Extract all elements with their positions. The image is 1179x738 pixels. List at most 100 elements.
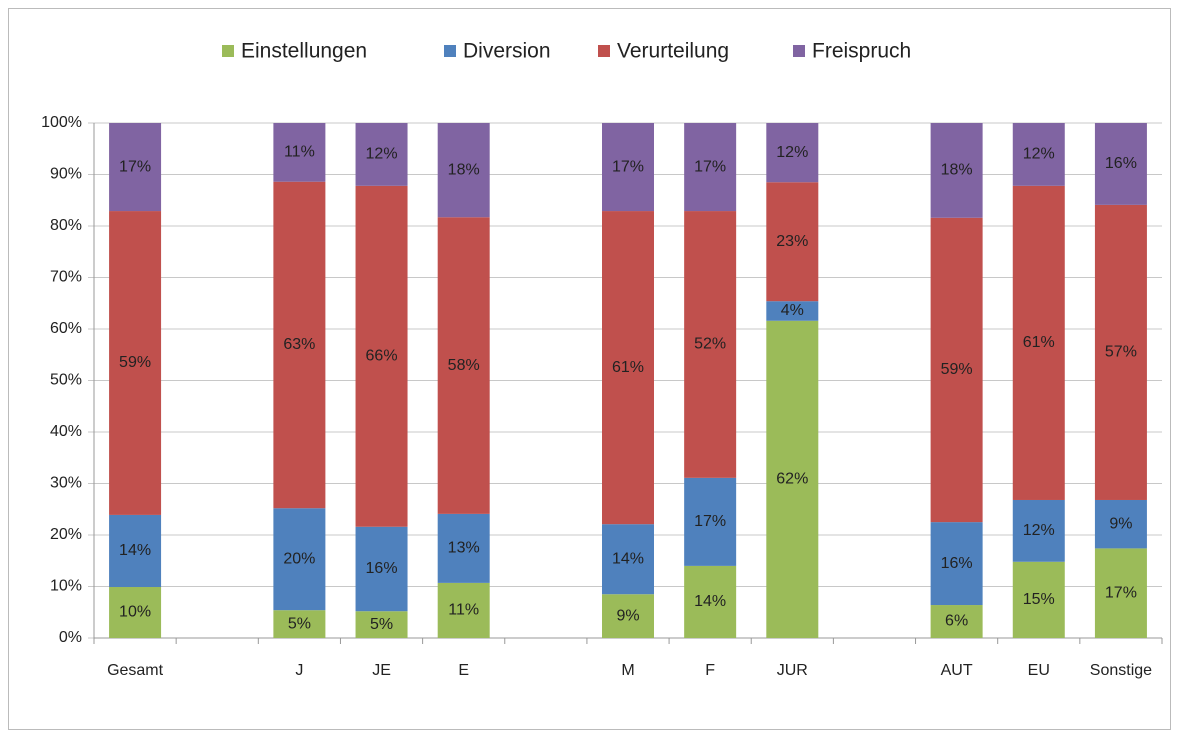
y-tick-label: 20% [50, 526, 82, 543]
bar-segment [109, 211, 162, 515]
data-label: 20% [283, 550, 315, 567]
bar-segment [437, 217, 490, 514]
x-tick-label: EU [1028, 662, 1050, 679]
bar-segment [1012, 123, 1065, 186]
bar-segment [1094, 123, 1147, 205]
bar-segment [1012, 561, 1065, 638]
legend-swatch [222, 45, 234, 57]
bar-segment [930, 605, 983, 638]
data-label: 15% [1023, 591, 1055, 608]
bar-segment [684, 211, 737, 478]
x-tick-label: JE [372, 662, 391, 679]
data-label: 61% [612, 359, 644, 376]
data-label: 16% [366, 560, 398, 577]
bar-segment [1012, 499, 1065, 562]
data-label: 14% [612, 550, 644, 567]
y-tick-label: 80% [50, 217, 82, 234]
legend-label: Einstellungen [241, 40, 367, 63]
data-label: 52% [694, 336, 726, 353]
data-label: 14% [694, 593, 726, 610]
bar-segment [273, 181, 326, 509]
y-tick-label: 90% [50, 166, 82, 183]
data-label: 6% [945, 613, 968, 630]
data-label: 12% [1023, 522, 1055, 539]
x-tick-label: M [621, 662, 634, 679]
y-tick-label: 0% [59, 629, 82, 646]
bar-segment [355, 611, 408, 638]
data-label: 58% [448, 357, 480, 374]
bar-segment [273, 508, 326, 611]
bar-segment [273, 123, 326, 182]
bar-segment [602, 211, 654, 525]
bar-segment [930, 123, 983, 218]
y-tick-label: 60% [50, 320, 82, 337]
bar-segment [766, 182, 819, 302]
legend-label: Diversion [463, 40, 551, 63]
data-label: 18% [941, 162, 973, 179]
data-label: 18% [448, 161, 480, 178]
data-label: 16% [941, 555, 973, 572]
bar-segment [273, 610, 326, 638]
bar-segment [355, 185, 408, 527]
data-label: 17% [694, 158, 726, 175]
bar-segment [1094, 499, 1147, 549]
data-label: 12% [1023, 146, 1055, 163]
x-tick-label: F [705, 662, 715, 679]
x-tick-label: J [295, 662, 303, 679]
legend-swatch [598, 45, 610, 57]
bar-segment [437, 582, 490, 638]
x-tick-label: JUR [777, 662, 808, 679]
y-tick-label: 50% [50, 372, 82, 389]
data-label: 66% [366, 348, 398, 365]
data-label: 10% [119, 604, 151, 621]
y-tick-label: 100% [41, 114, 82, 131]
data-label: 23% [776, 233, 808, 250]
bar-segment [602, 123, 654, 212]
data-label: 61% [1023, 334, 1055, 351]
data-label: 5% [288, 615, 311, 632]
bar-segment [109, 514, 162, 588]
data-label: 17% [694, 513, 726, 530]
data-label: 17% [612, 158, 644, 175]
y-tick-label: 10% [50, 578, 82, 595]
bar-segment [1094, 204, 1147, 500]
bar-segment [437, 513, 490, 583]
bar-segment [109, 587, 162, 638]
bar-segment [437, 123, 490, 218]
y-tick-label: 30% [50, 475, 82, 492]
y-tick-label: 40% [50, 423, 82, 440]
data-label: 57% [1105, 344, 1137, 361]
data-label: 9% [1109, 515, 1132, 532]
data-label: 11% [284, 144, 315, 161]
data-label: 17% [119, 158, 151, 175]
data-label: 59% [941, 361, 973, 378]
data-label: 11% [448, 602, 479, 619]
bar-segment [684, 477, 737, 566]
bar-segment [930, 217, 983, 523]
bar-segment [355, 526, 408, 612]
bar-segment [766, 123, 819, 183]
data-label: 12% [366, 146, 398, 163]
bar-segment [109, 123, 162, 212]
legend-label: Freispruch [812, 40, 911, 63]
data-label: 9% [616, 607, 639, 624]
x-tick-label: Sonstige [1090, 662, 1152, 679]
bar-segment [602, 524, 654, 595]
data-label: 16% [1105, 155, 1137, 172]
data-label: 5% [370, 616, 393, 633]
data-label: 4% [781, 302, 804, 319]
data-label: 12% [776, 144, 808, 161]
data-label: 62% [776, 471, 808, 488]
y-tick-label: 70% [50, 269, 82, 286]
bar-segment [766, 320, 819, 638]
bar-segment [355, 123, 408, 186]
data-label: 14% [119, 542, 151, 559]
data-label: 17% [1105, 584, 1137, 601]
data-label: 59% [119, 354, 151, 371]
x-tick-label: Gesamt [107, 662, 164, 679]
x-tick-label: E [458, 662, 469, 679]
data-label: 13% [448, 540, 480, 557]
x-tick-label: AUT [941, 662, 973, 679]
bar-segment [684, 123, 737, 212]
data-label: 63% [283, 336, 315, 353]
